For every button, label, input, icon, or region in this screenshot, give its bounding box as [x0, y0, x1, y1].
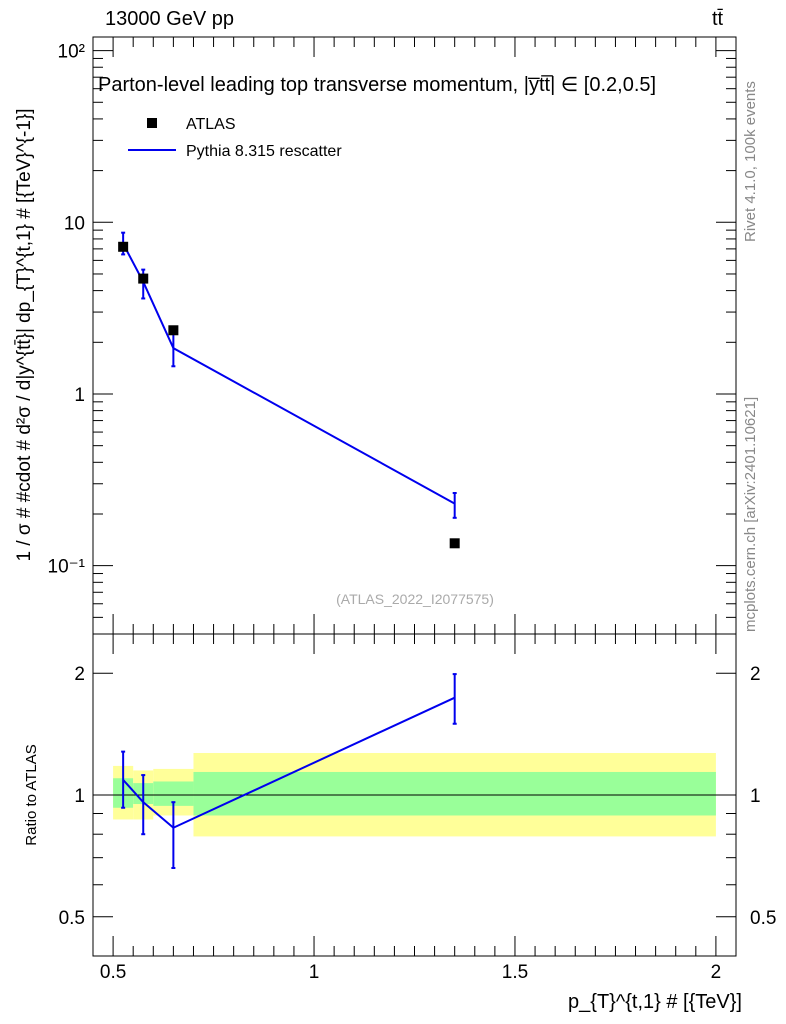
atlas-data-point [138, 273, 149, 284]
legend-atlas-label: ATLAS [186, 116, 236, 133]
x-axis-label: p_{T}^{t,1} # [{TeV}] [568, 991, 742, 1013]
ratio-x-tick-label: 0.5 [100, 962, 126, 983]
ratio-x-ticks: 0.5 1 1.5 2 [100, 634, 721, 983]
ratio-inner-band [193, 771, 716, 816]
watermark: (ATLAS_2022_I2077575) [336, 591, 494, 607]
main-y-tick-label: 10⁻¹ [48, 557, 86, 578]
ratio-x-tick-label: 2 [711, 962, 722, 983]
ratio-y-tick-label: 0.5 [59, 908, 85, 929]
main-y-tick-label: 10 [64, 213, 85, 234]
mc-line [122, 243, 456, 505]
main-y-ticks: 10⁻¹ 1 10 10² [48, 42, 736, 635]
ratio-x-tick-label: 1.5 [502, 962, 528, 983]
main-y-tick-label: 10² [58, 42, 85, 63]
main-title: Parton-level leading top transverse mome… [98, 74, 656, 96]
ratio-y-tick-label: 2 [74, 664, 85, 685]
process-label: tt̄ [712, 8, 724, 30]
ratio-y-ticks: 0.5 0.5 1 1 2 2 [59, 664, 776, 957]
atlas-data-point [449, 538, 460, 549]
ratio-x-tick-label: 1 [309, 962, 320, 983]
main-series [118, 231, 460, 549]
ratio-y-tick-label-right: 0.5 [750, 908, 776, 929]
ratio-y-axis-label: Ratio to ATLAS [23, 744, 40, 845]
ratio-y-tick-label: 1 [74, 786, 85, 807]
ratio-series [121, 673, 457, 870]
ratio-y-tick-label-right: 2 [750, 664, 761, 685]
energy-label: 13000 GeV pp [105, 8, 234, 30]
main-y-tick-label: 1 [74, 385, 85, 406]
ratio-y-tick-label-right: 1 [750, 786, 761, 807]
atlas-data-point [168, 325, 179, 336]
atlas-data-point [118, 241, 129, 252]
legend: ATLAS Pythia 8.315 rescatter [128, 116, 342, 160]
ratio-mc-line [122, 696, 456, 829]
legend-mc-label: Pythia 8.315 rescatter [186, 143, 342, 160]
legend-atlas-marker [147, 118, 157, 128]
main-x-ticks [112, 37, 717, 634]
main-y-axis-label: 1 / σ # #cdot # d²σ / d|y^{tt̄}| dp_{T}^… [14, 108, 35, 561]
